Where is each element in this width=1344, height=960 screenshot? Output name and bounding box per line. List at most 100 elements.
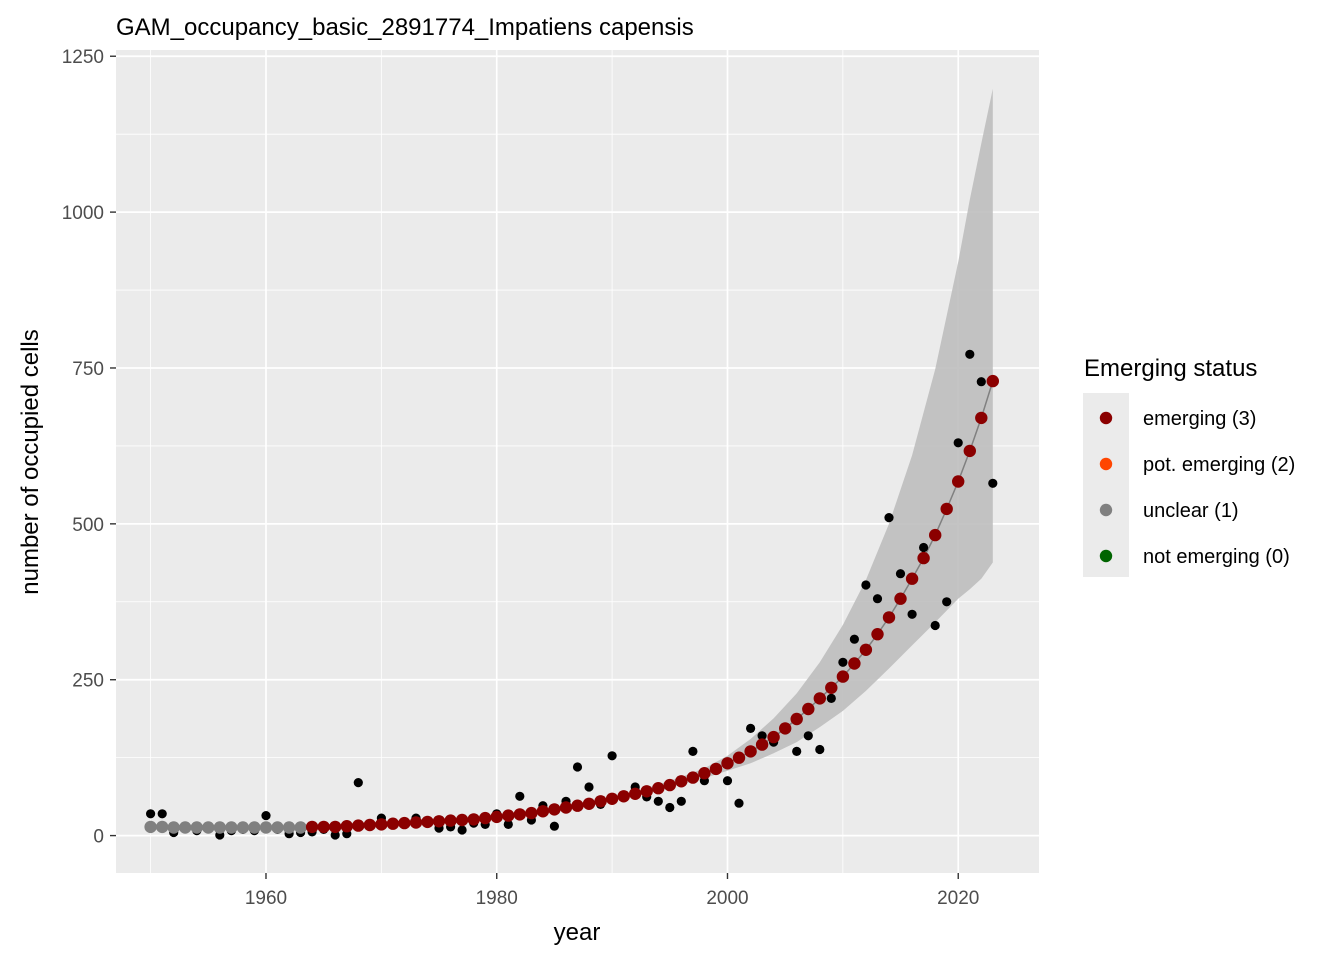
x-axis-title: year — [554, 919, 601, 946]
fitted-point — [259, 821, 273, 834]
observed-point — [665, 802, 675, 813]
observed-point — [815, 744, 825, 755]
fitted-point — [963, 444, 976, 458]
y-tick-label: 1250 — [62, 47, 104, 68]
fitted-point — [467, 813, 480, 826]
fitted-point — [305, 820, 319, 834]
fitted-point — [432, 815, 446, 828]
fitted-point — [871, 628, 884, 641]
fitted-point — [755, 738, 769, 751]
legend-key-marker — [1099, 503, 1113, 517]
y-tick-label: 1000 — [62, 203, 104, 224]
observed-point — [676, 796, 686, 806]
fitted-point — [352, 819, 365, 832]
fitted-point — [248, 821, 261, 834]
observed-point — [722, 776, 733, 786]
y-tick-label: 500 — [72, 515, 104, 536]
fitted-point — [813, 692, 826, 705]
observed-point — [988, 478, 998, 488]
observed-point — [965, 349, 975, 359]
fitted-point — [605, 792, 619, 805]
y-tick-label: 750 — [72, 359, 104, 380]
fitted-point — [213, 821, 226, 834]
observed-point — [849, 634, 860, 644]
fitted-point — [329, 820, 342, 834]
fitted-point — [282, 821, 296, 834]
y-tick-label: 250 — [72, 671, 104, 692]
fitted-point — [617, 790, 630, 803]
y-axis: 0 250 500 750 1000 1250 — [62, 47, 116, 848]
fitted-point — [167, 821, 180, 834]
fitted-point — [675, 775, 688, 788]
fitted-point — [686, 771, 700, 784]
observed-point — [549, 821, 560, 831]
observed-point — [688, 746, 698, 757]
fitted-point — [363, 818, 376, 832]
fitted-point — [744, 745, 757, 758]
observed-point — [653, 796, 663, 806]
legend: Emerging status emerging (3) pot. emergin… — [1083, 355, 1295, 577]
observed-point — [872, 594, 883, 604]
observed-point — [457, 825, 467, 835]
fitted-point — [559, 801, 573, 814]
fitted-point — [882, 611, 896, 624]
fitted-point — [179, 821, 192, 834]
fitted-point — [836, 670, 850, 683]
observed-point — [146, 809, 156, 819]
fitted-point — [571, 799, 584, 812]
fitted-point — [502, 809, 515, 822]
fitted-point — [859, 643, 873, 656]
observed-point — [919, 542, 929, 553]
fitted-point — [525, 806, 538, 820]
observed-point — [157, 809, 167, 819]
legend-title: Emerging status — [1084, 355, 1257, 382]
x-tick-label: 1980 — [476, 888, 518, 909]
fitted-point — [190, 821, 203, 834]
fitted-point — [225, 821, 238, 834]
fitted-point — [156, 820, 169, 834]
fitted-point — [825, 681, 838, 694]
observed-point — [330, 830, 340, 840]
fitted-point — [271, 821, 284, 834]
observed-point — [503, 819, 513, 830]
fitted-point — [905, 572, 919, 585]
minor-gridlines — [116, 50, 1039, 873]
fitted-point — [917, 551, 930, 565]
observed-point — [953, 438, 963, 448]
y-tick-label: 0 — [93, 827, 104, 848]
observed-point — [607, 751, 617, 761]
observed-point — [976, 377, 986, 387]
fitted-point — [536, 805, 550, 818]
fitted-point — [802, 702, 815, 716]
fitted-point — [986, 374, 999, 388]
observed-point — [572, 762, 583, 772]
fitted-point — [444, 814, 457, 827]
legend-item-label: pot. emerging (2) — [1143, 454, 1295, 476]
legend-item-label: unclear (1) — [1143, 500, 1239, 522]
legend-item-label: not emerging (0) — [1143, 546, 1290, 568]
fitted-point — [709, 762, 723, 776]
observed-point — [907, 609, 917, 619]
fitted-point — [663, 778, 676, 792]
fitted-point — [409, 816, 423, 829]
fitted-point — [421, 815, 434, 829]
fitted-point — [513, 808, 526, 821]
fitted-point — [779, 722, 792, 735]
observed-point — [942, 597, 952, 607]
fitted-point — [629, 787, 642, 800]
observed-point — [584, 782, 594, 792]
legend-key-marker — [1099, 457, 1113, 471]
observed-point — [838, 657, 848, 667]
observed-point — [792, 746, 802, 757]
x-tick-label: 2020 — [937, 888, 979, 909]
legend-key-marker — [1099, 549, 1113, 563]
observed-point — [884, 513, 894, 523]
fitted-point — [479, 811, 492, 825]
fitted-point — [490, 810, 503, 824]
observed-point — [803, 731, 813, 741]
fitted-point — [548, 803, 561, 816]
observed-point — [861, 580, 871, 590]
observed-point — [746, 723, 756, 734]
fitted-point — [652, 782, 665, 795]
fitted-point — [594, 795, 607, 808]
